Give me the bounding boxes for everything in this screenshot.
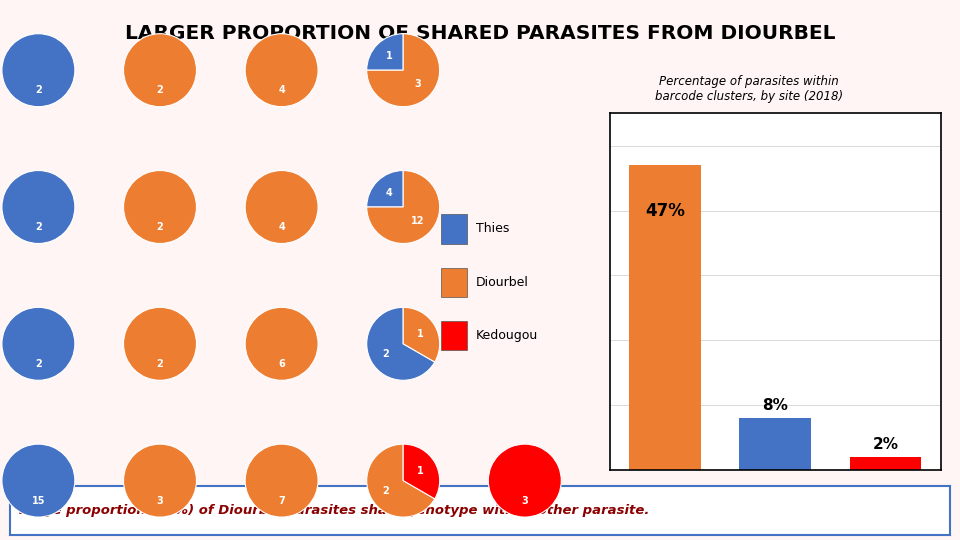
- Wedge shape: [2, 444, 75, 517]
- Text: LARGER PROPORTION OF SHARED PARASITES FROM DIOURBEL: LARGER PROPORTION OF SHARED PARASITES FR…: [125, 24, 835, 43]
- Wedge shape: [2, 33, 75, 107]
- Text: 2: 2: [156, 359, 163, 369]
- Bar: [441, 268, 467, 297]
- Text: 4: 4: [386, 188, 393, 198]
- Bar: [441, 321, 467, 350]
- Wedge shape: [2, 307, 75, 380]
- Text: 3: 3: [521, 496, 528, 505]
- Wedge shape: [2, 171, 75, 244]
- Text: 2: 2: [35, 85, 42, 95]
- Text: 2: 2: [382, 485, 389, 496]
- Text: 2: 2: [156, 222, 163, 232]
- Text: Thies: Thies: [476, 222, 510, 235]
- Text: 2%: 2%: [873, 437, 899, 451]
- Wedge shape: [245, 307, 318, 380]
- Wedge shape: [367, 171, 403, 207]
- Text: 3: 3: [414, 79, 420, 90]
- Wedge shape: [367, 307, 435, 380]
- Text: 6: 6: [278, 359, 285, 369]
- Text: Diourbel: Diourbel: [476, 276, 529, 289]
- Wedge shape: [124, 444, 197, 517]
- Text: 15: 15: [32, 496, 45, 505]
- Text: Kedougou: Kedougou: [476, 329, 539, 342]
- Wedge shape: [367, 33, 440, 107]
- Wedge shape: [489, 444, 562, 517]
- Bar: [739, 418, 811, 470]
- Bar: [441, 214, 467, 244]
- Wedge shape: [124, 33, 197, 107]
- Text: 4: 4: [278, 222, 285, 232]
- Wedge shape: [245, 444, 318, 517]
- Text: 47%: 47%: [645, 202, 684, 220]
- Text: 1: 1: [418, 465, 424, 476]
- Text: 12: 12: [411, 216, 424, 226]
- Bar: [850, 457, 922, 470]
- Wedge shape: [367, 33, 403, 70]
- Wedge shape: [124, 307, 197, 380]
- Wedge shape: [367, 444, 435, 517]
- Text: 4: 4: [278, 85, 285, 95]
- Wedge shape: [403, 444, 440, 499]
- Wedge shape: [403, 307, 440, 362]
- Text: 1: 1: [418, 329, 424, 339]
- Text: 2: 2: [35, 222, 42, 232]
- Text: 8%: 8%: [762, 398, 788, 413]
- Text: 1: 1: [386, 51, 393, 61]
- Wedge shape: [245, 171, 318, 244]
- Wedge shape: [124, 171, 197, 244]
- Text: 2: 2: [156, 85, 163, 95]
- Text: 3: 3: [156, 496, 163, 505]
- Text: Percentage of parasites within
barcode clusters, by site (2018): Percentage of parasites within barcode c…: [655, 75, 843, 103]
- Text: 2: 2: [382, 349, 389, 359]
- Bar: [629, 165, 701, 470]
- Text: 2: 2: [35, 359, 42, 369]
- Text: Large proportion (47%) of Diourbel parasites share genotype with another parasit: Large proportion (47%) of Diourbel paras…: [19, 504, 649, 517]
- Wedge shape: [367, 171, 440, 244]
- Text: 7: 7: [278, 496, 285, 505]
- Wedge shape: [245, 33, 318, 107]
